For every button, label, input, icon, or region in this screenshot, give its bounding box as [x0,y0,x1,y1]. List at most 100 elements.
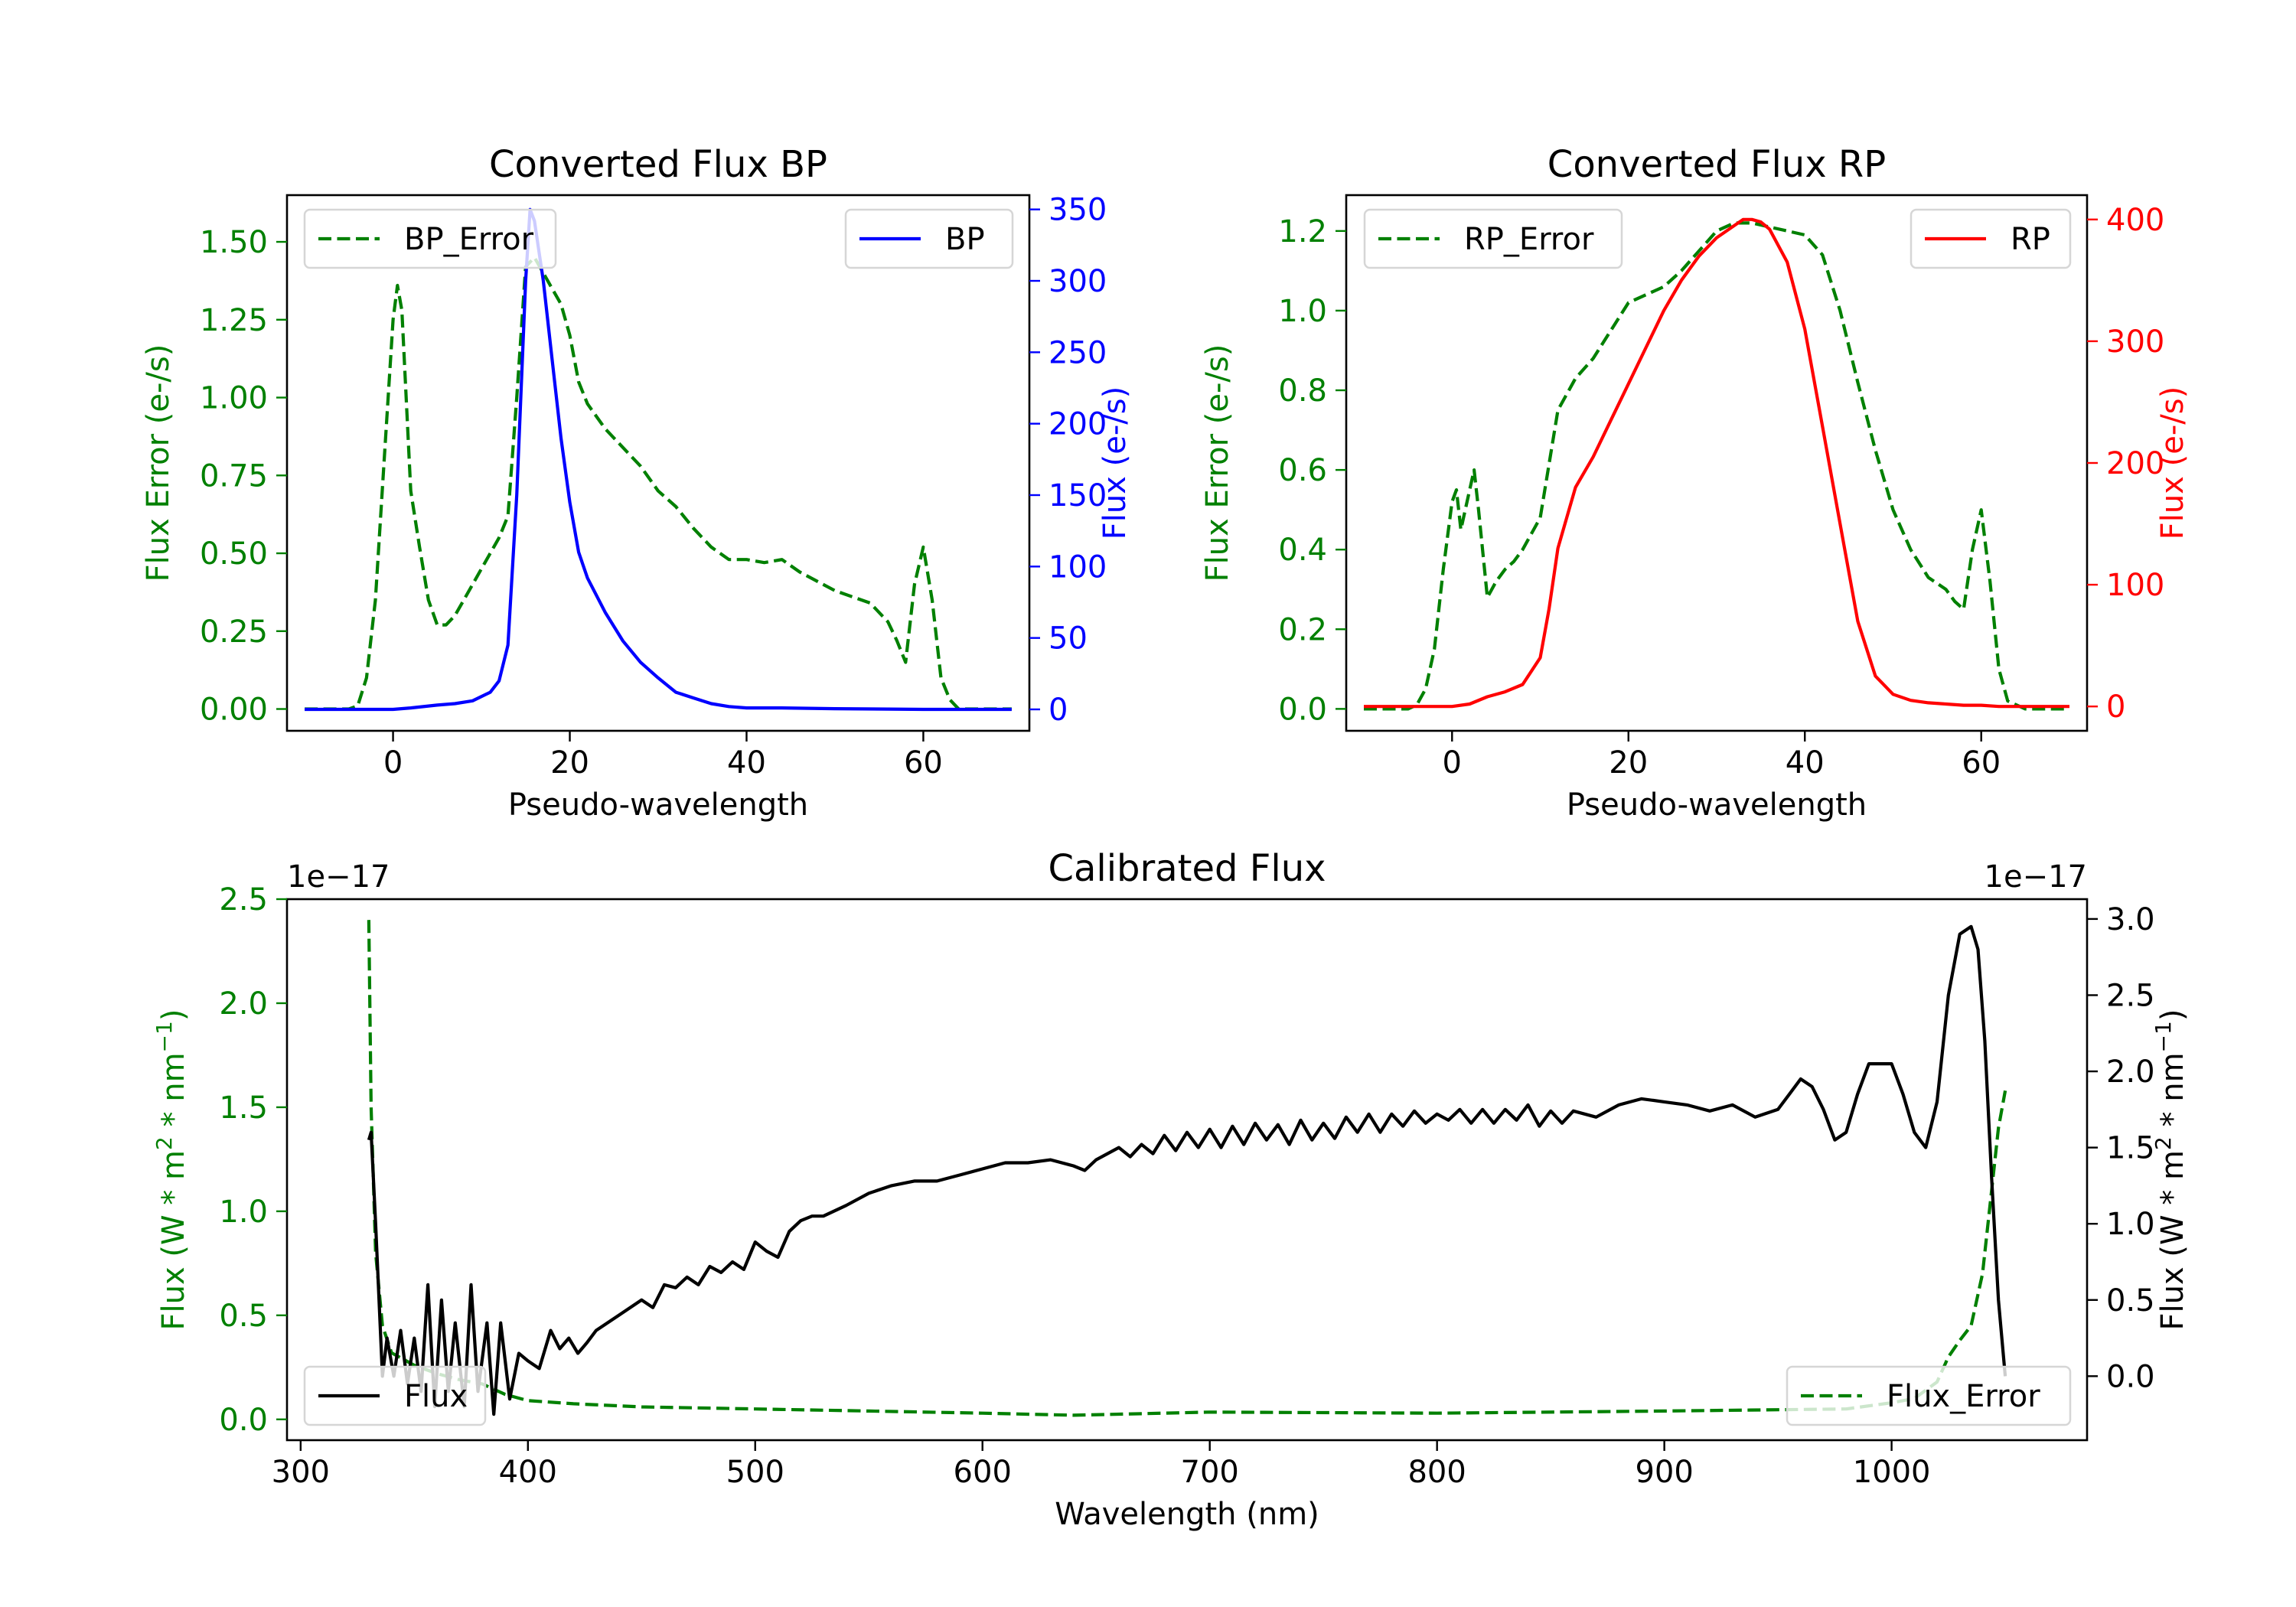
y-right-tick-label: 150 [1049,478,1107,513]
x-tick-label: 1000 [1853,1455,1931,1490]
y-left-tick-label: 0.75 [200,458,268,494]
plot-frame [285,194,1031,732]
y-right-tick-label: 250 [1049,335,1107,370]
y-left-tick-label: 0.25 [200,614,268,650]
y-left-tick-label: 1.0 [219,1195,268,1230]
axis-label-superscript: 2 [152,1136,177,1150]
chart-title: Converted Flux BP [489,143,827,186]
y-left-tick-label: 1.2 [1278,214,1327,249]
y-left-tick-label: 0.8 [1278,373,1327,409]
legend-flux-error: Flux_Error [1786,1365,2072,1426]
y-left-axis-label: Flux Error (e-/s) [1200,344,1235,582]
y-right-tick-label: 2.5 [2106,978,2155,1013]
x-axis-label: Wavelength (nm) [1055,1497,1319,1532]
series-line-flux-error [367,920,2007,1417]
x-tick-label: 20 [550,745,589,781]
y-right-tick-label: 0.5 [2106,1283,2155,1319]
y-left-axis-label: Flux Error (e-/s) [141,344,176,582]
axis-label-superscript: 2 [2151,1136,2176,1150]
y-right-tick-label: 50 [1049,621,1088,657]
y-left-tick-label: 0.6 [1278,453,1327,488]
y-right-tick-label: 0.0 [2106,1359,2155,1394]
x-tick-label: 800 [1407,1455,1466,1490]
series-line-flux [367,924,2007,1416]
x-tick-label: 300 [272,1455,330,1490]
x-axis-label: Pseudo-wavelength [508,787,808,823]
legend-box [1786,1365,2072,1426]
y-right-tick-label: 300 [1049,264,1107,299]
y-left-offset-text: 1e−17 [287,859,390,895]
y-left-tick-label: 1.0 [1278,294,1327,329]
legend-label: RP [2011,222,2050,257]
y-right-axis-label: Flux (e-/s) [2155,386,2190,539]
y-right-tick-label: 1.5 [2106,1131,2155,1166]
x-tick-label: 0 [1443,745,1462,781]
x-tick-label: 900 [1635,1455,1693,1490]
x-axis-label: Pseudo-wavelength [1567,787,1867,823]
x-tick-label: 500 [726,1455,784,1490]
chart-calibrated: 300 400 500 600 700 800 900 1000 0.0 0.5 1.0 1.5 2.0… [152,847,2191,1532]
plot-frame [285,898,2089,1442]
y-left-tick-label: 0.2 [1278,612,1327,647]
y-left-tick-label: 2.5 [219,882,268,918]
y-right-tick-label: 2.0 [2106,1054,2155,1090]
legend-bp-error: BP_Error [303,208,557,269]
y-right-tick-label: 300 [2106,324,2164,360]
axis-label-part: Flux (W * m [2155,1150,2190,1330]
y-right-tick-label: 1.0 [2106,1207,2155,1242]
series-line-bp-error [305,256,1012,711]
y-left-tick-label: 0.5 [219,1299,268,1334]
axis-label-part: * nm [156,1052,191,1136]
x-tick-label: 0 [383,745,403,781]
x-tick-label: 40 [1786,745,1825,781]
x-tick-label: 60 [904,745,943,781]
plot-frame [1345,194,2089,732]
legend-box [303,1365,487,1426]
series-line-rp [1364,217,2069,709]
legend-rp-error: RP_Error [1363,208,1623,269]
chart-bp: 0 20 40 60 0.00 0.25 0.50 0.75 1.00 1.25 1.50 0 50 10… [141,143,1133,823]
y-left-tick-label: 1.5 [219,1090,268,1126]
y-right-tick-label: 200 [1049,407,1107,442]
legend-box [1910,208,2072,269]
axis-label-part: ) [156,1009,191,1022]
legend-flux: Flux [303,1365,487,1426]
x-tick-label: 400 [499,1455,557,1490]
y-left-tick-label: 2.0 [219,986,268,1022]
y-right-tick-label: 400 [2106,203,2164,238]
y-right-tick-label: 200 [2106,446,2164,481]
legend-label: RP_Error [1464,222,1594,257]
y-right-tick-label: 350 [1049,193,1107,228]
chart-rp: 0 20 40 60 0.0 0.2 0.4 0.6 0.8 1.0 1.2 0 100 200 300 40… [1200,143,2190,823]
legend-label: Flux_Error [1887,1379,2040,1414]
legend-label: BP_Error [404,222,534,257]
y-right-offset-text: 1e−17 [1985,859,2087,895]
y-right-tick-label: 100 [1049,549,1107,585]
axis-label-superscript: −1 [2151,1021,2176,1052]
x-tick-label: 40 [727,745,766,781]
y-left-tick-label: 1.25 [200,303,268,338]
legend-box [844,208,1014,269]
legend-rp: RP [1910,208,2072,269]
chart-title: Converted Flux RP [1548,143,1886,186]
y-left-axis-label: Flux (W * m2 * nm−1) [152,1009,192,1331]
legend-bp: BP [844,208,1014,269]
x-tick-label: 700 [1181,1455,1239,1490]
y-right-tick-label: 0 [1049,693,1068,728]
chart-title: Calibrated Flux [1048,847,1326,890]
y-left-tick-label: 0.0 [1278,692,1327,727]
legend-label: Flux [404,1379,468,1414]
x-tick-label: 20 [1609,745,1648,781]
y-left-tick-label: 0.50 [200,536,268,572]
x-tick-label: 600 [954,1455,1012,1490]
legend-box [303,208,557,269]
series-line-bp [305,207,1012,712]
axis-label-superscript: −1 [152,1021,177,1052]
legend-box [1363,208,1623,269]
y-left-tick-label: 0.4 [1278,533,1327,568]
series-line-rp-error [1364,221,2069,711]
legend-label: BP [945,222,985,257]
y-right-tick-label: 100 [2106,568,2164,603]
axis-label-part: ) [2155,1009,2190,1022]
axis-label-part: * nm [2155,1052,2190,1136]
